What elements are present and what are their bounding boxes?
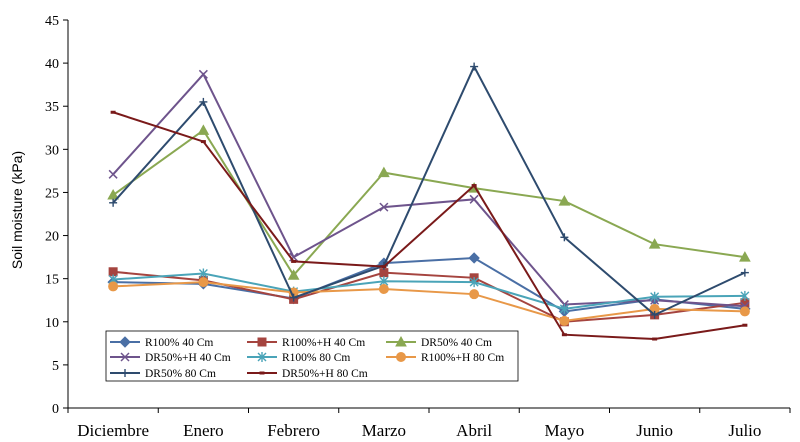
- data-point: [291, 259, 297, 263]
- data-point: [742, 323, 748, 327]
- legend-marker: [396, 352, 406, 362]
- legend-item: R100%+H 40 Cm: [247, 337, 365, 349]
- x-tick-label: Junio: [636, 421, 673, 440]
- y-tick-label: 40: [45, 57, 59, 72]
- legend-marker: [119, 336, 131, 348]
- data-point: [468, 252, 480, 264]
- y-tick-label: 20: [45, 230, 59, 245]
- data-point: [560, 233, 569, 242]
- data-point: [469, 277, 479, 288]
- data-point: [469, 194, 479, 204]
- legend-box: [105, 330, 519, 382]
- series-line: [112, 111, 746, 341]
- series-6: [108, 277, 750, 326]
- y-tick-label: 25: [45, 186, 59, 201]
- y-tick-label: 45: [45, 14, 59, 29]
- data-point: [110, 110, 116, 114]
- data-point: [650, 310, 659, 319]
- data-point: [108, 281, 119, 292]
- data-point: [109, 198, 118, 207]
- data-point: [470, 62, 479, 71]
- x-tick-label: Marzo: [362, 421, 406, 440]
- legend-item: DR50% 80 Cm: [110, 368, 216, 380]
- series-layer: [107, 62, 751, 341]
- data-point: [650, 291, 660, 302]
- data-point: [381, 265, 387, 269]
- legend-label: DR50%+H 80 Cm: [282, 368, 368, 380]
- data-point: [200, 140, 206, 144]
- data-point: [198, 268, 208, 279]
- series-8: [110, 110, 748, 341]
- series-line: [112, 64, 746, 317]
- x-tick-label: Julio: [728, 421, 761, 440]
- legend-marker: [395, 335, 407, 347]
- legend-label: R100%+H 40 Cm: [282, 337, 365, 349]
- legend-label: DR50%+H 40 Cm: [145, 352, 231, 364]
- legend-item: R100%+H 80 Cm: [386, 352, 504, 364]
- y-tick-label: 30: [45, 143, 59, 158]
- y-tick-label: 35: [45, 100, 59, 115]
- data-point: [289, 252, 299, 262]
- legend-label: DR50% 40 Cm: [421, 337, 492, 349]
- y-tick-label: 0: [52, 402, 59, 417]
- data-point: [379, 202, 389, 212]
- x-tick-label: Febrero: [267, 421, 320, 440]
- legend-item: DR50% 40 Cm: [386, 335, 492, 349]
- y-tick-label: 10: [45, 316, 59, 331]
- data-point: [199, 97, 208, 106]
- legend: R100% 40 Cm R100%+H 40 Cm DR50% 40 Cm DR50%…: [105, 330, 519, 382]
- y-axis-title: Soil moisture (kPa): [9, 151, 25, 269]
- data-point: [379, 268, 389, 278]
- data-point: [378, 166, 390, 178]
- legend-marker: [257, 337, 267, 347]
- data-point: [289, 293, 298, 302]
- legend-marker: [121, 369, 129, 377]
- legend-marker: [257, 352, 267, 362]
- data-point: [740, 268, 749, 277]
- series-line: [113, 281, 745, 322]
- data-point: [287, 269, 300, 280]
- data-point: [648, 238, 661, 249]
- legend-item: DR50%+H 40 Cm: [110, 352, 231, 364]
- data-point: [558, 195, 571, 206]
- data-point: [108, 169, 118, 179]
- legend-item: R100% 80 Cm: [247, 352, 350, 364]
- series-5: [108, 268, 750, 314]
- series-line: [113, 272, 745, 310]
- legend-item: R100% 40 Cm: [110, 336, 213, 349]
- legend-item: DR50%+H 80 Cm: [247, 368, 368, 380]
- data-point: [559, 303, 569, 314]
- axes: 0 5 10 15 20 25 30 35 40 45 Diciembre Enero Febrero M…: [45, 14, 791, 440]
- x-tick-label: Diciembre: [77, 421, 149, 440]
- x-tick-label: Enero: [183, 421, 224, 440]
- data-point: [197, 124, 210, 135]
- y-tick-label: 5: [52, 359, 59, 374]
- data-point: [198, 69, 208, 79]
- data-point: [739, 251, 751, 262]
- data-point: [740, 290, 750, 301]
- data-point: [469, 289, 480, 300]
- legend-marker: [120, 352, 130, 362]
- data-point: [739, 306, 750, 317]
- data-point: [559, 315, 570, 326]
- x-tick-label: Mayo: [545, 421, 585, 440]
- legend-label: R100%+H 80 Cm: [421, 352, 504, 364]
- data-point: [198, 277, 209, 288]
- legend-marker: [259, 371, 265, 375]
- legend-label: R100% 40 Cm: [145, 337, 213, 349]
- y-tick-label: 15: [45, 273, 59, 288]
- legend-label: DR50% 80 Cm: [145, 368, 216, 380]
- series-line: [112, 72, 745, 308]
- legend-label: R100% 80 Cm: [282, 352, 350, 364]
- data-point: [471, 184, 477, 188]
- data-point: [652, 337, 658, 341]
- series-line: [112, 128, 746, 277]
- data-point: [378, 284, 389, 295]
- data-point: [561, 333, 567, 337]
- x-tick-label: Abril: [456, 421, 492, 440]
